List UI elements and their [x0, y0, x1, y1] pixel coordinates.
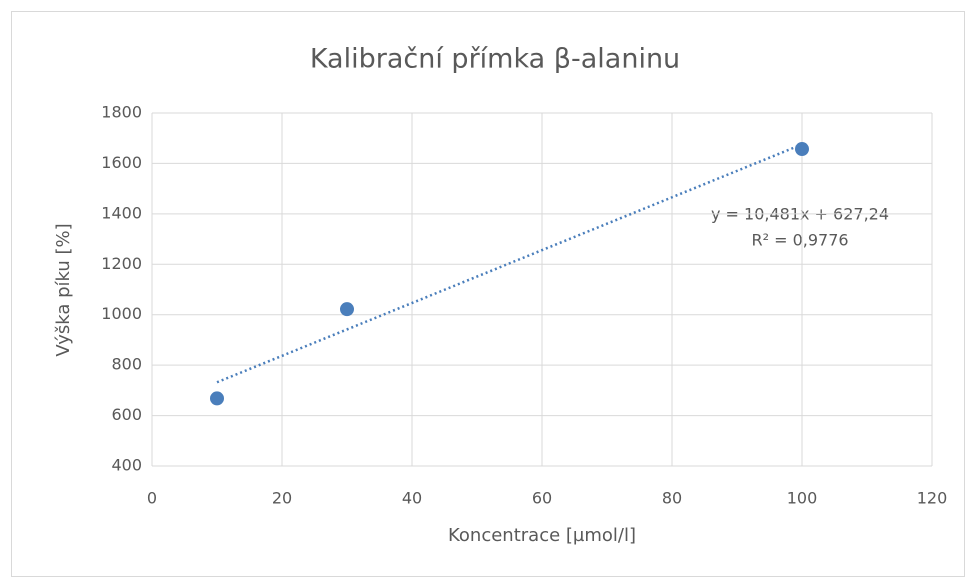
y-tick-label: 1000 — [101, 304, 142, 323]
data-point — [210, 391, 224, 406]
y-tick-label: 1400 — [101, 203, 142, 222]
x-tick-label: 100 — [787, 489, 818, 508]
y-tick-label: 400 — [111, 456, 142, 475]
y-tick-label: 600 — [111, 405, 142, 424]
data-point — [795, 142, 809, 157]
trendline — [216, 143, 803, 384]
y-tick-label: 1800 — [101, 103, 142, 122]
chart-title: Kalibrační přímka β-alaninu — [310, 44, 680, 75]
x-tick-label: 80 — [662, 489, 682, 508]
y-axis-label: Výška píku [%] — [53, 223, 74, 356]
x-tick-label: 0 — [147, 489, 157, 508]
trendline-r-squared: R² = 0,9776 — [751, 231, 848, 250]
x-tick-label: 40 — [402, 489, 422, 508]
y-tick-label: 800 — [111, 355, 142, 374]
data-point — [340, 302, 354, 317]
x-tick-label: 60 — [532, 489, 552, 508]
y-tick-label: 1200 — [101, 254, 142, 273]
x-tick-label: 20 — [272, 489, 292, 508]
x-tick-label: 120 — [917, 489, 948, 508]
chart-border — [11, 11, 965, 577]
y-tick-label: 1600 — [101, 153, 142, 172]
x-axis-label: Koncentrace [µmol/l] — [448, 525, 636, 546]
